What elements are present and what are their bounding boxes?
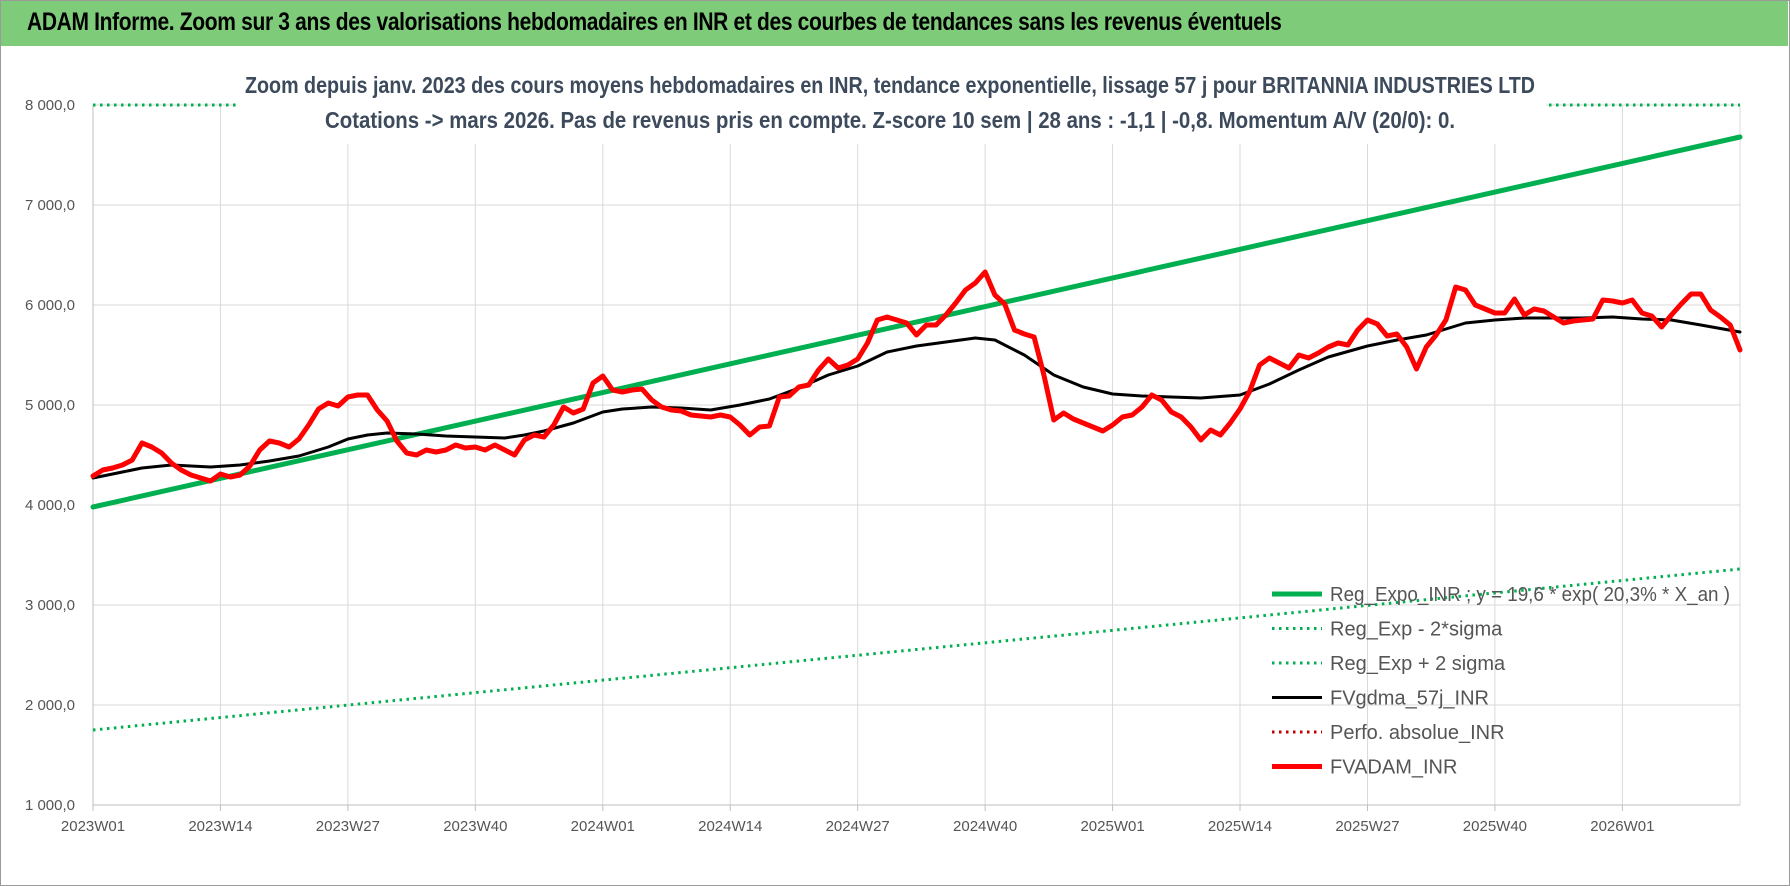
y-tick-label: 3 000,0 (25, 597, 75, 614)
y-tick-label: 4 000,0 (25, 497, 75, 514)
chart-title-line1: Zoom depuis janv. 2023 des cours moyens … (245, 72, 1535, 98)
tick-labels: 1 000,0 2 000,0 3 000,0 4 000,0 5 000,0 6 000… (25, 97, 1655, 835)
series-line-reg-exp-2-sigma (92, 567, 1741, 732)
legend-entry: Reg_Exp + 2 sigma (1330, 653, 1506, 675)
chart-title-line2: Cotations -> mars 2026. Pas de revenus p… (325, 107, 1455, 133)
y-tick-label: 2 000,0 (25, 697, 75, 714)
title-background (236, 62, 1546, 144)
x-tick-label: 2024W27 (826, 818, 890, 835)
x-tick-label: 2023W40 (443, 818, 507, 835)
y-tick-label: 5 000,0 (25, 397, 75, 414)
y-tick-label: 6 000,0 (25, 297, 75, 314)
legend-entry: FVADAM_INR (1330, 757, 1457, 779)
legend-entry: Perfo. absolue_INR (1330, 722, 1505, 744)
x-tick-label: 2025W40 (1463, 818, 1527, 835)
banner-title: ADAM Informe. Zoom sur 3 ans des valoris… (27, 8, 1282, 36)
x-tick-label: 2023W01 (61, 818, 125, 835)
x-tick-label: 2023W14 (188, 818, 252, 835)
x-tick-label: 2024W40 (953, 818, 1017, 835)
x-tick-label: 2026W01 (1590, 818, 1654, 835)
y-tick-label: 8 000,0 (25, 97, 75, 114)
legend-entry: FVgdma_57j_INR (1330, 688, 1489, 710)
x-tick-label: 2025W27 (1335, 818, 1399, 835)
legend-entry: Reg_Exp - 2*sigma (1330, 619, 1503, 641)
series-line-fvgdma-57j-inr (91, 315, 1742, 480)
x-tick-label: 2025W14 (1208, 818, 1272, 835)
legend: Reg_Expo_INR ; y = 19,6 * exp( 20,3% * X… (1272, 584, 1730, 779)
legend-entry: Reg_Expo_INR ; y = 19,6 * exp( 20,3% * X… (1330, 584, 1730, 606)
y-tick-label: 1 000,0 (25, 797, 75, 814)
x-tick-label: 2024W01 (571, 818, 635, 835)
title-banner: ADAM Informe. Zoom sur 3 ans des valoris… (1, 1, 1788, 46)
x-tick-label: 2025W01 (1080, 818, 1144, 835)
x-tick-label: 2024W14 (698, 818, 762, 835)
series-line-fvadam-inr (90, 269, 1743, 484)
grid-lines (92, 104, 1741, 811)
series-line-reg-expo-inr-y-19-6-exp-20-3-x (90, 134, 1743, 510)
x-tick-label: 2023W27 (316, 818, 380, 835)
y-tick-label: 7 000,0 (25, 197, 75, 214)
